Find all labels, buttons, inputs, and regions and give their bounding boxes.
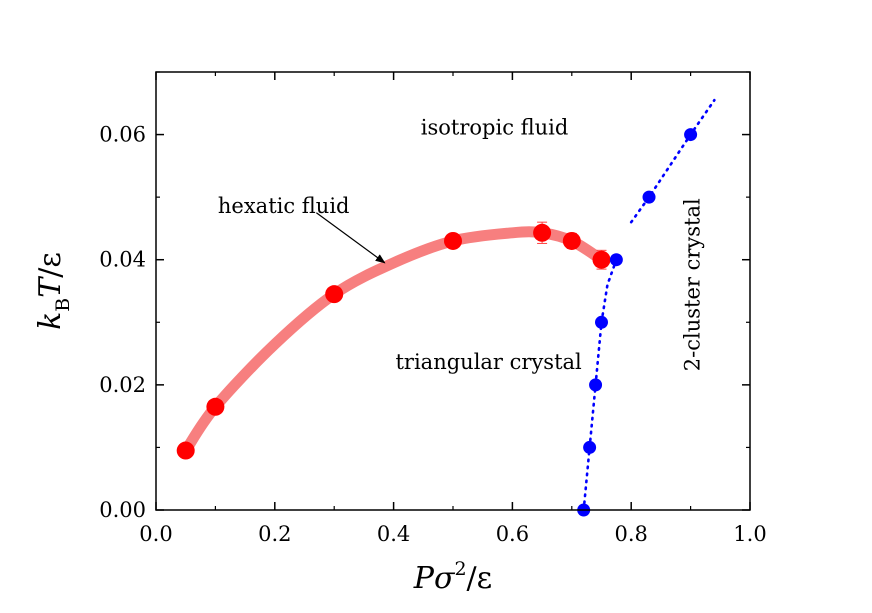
hexatic-arrow — [316, 212, 386, 264]
x-tick-label: 0.4 — [377, 522, 410, 546]
x-tick-label: 0.2 — [258, 522, 291, 546]
x-axis-title-rest: /ε — [467, 561, 493, 596]
points-layer — [176, 128, 698, 517]
annotations-layer: isotropic fluid hexatic fluid triangular c… — [218, 116, 705, 375]
cluster-point-6 — [684, 128, 698, 142]
dotted-boundary-1 — [582, 258, 618, 512]
hexatic-point-3 — [444, 231, 462, 250]
y-axis-title: kBT/ε — [33, 252, 74, 330]
x-axis-title-sup: 2 — [454, 558, 466, 580]
hexatic-point-4 — [533, 223, 552, 242]
hexatic-point-6 — [592, 250, 611, 269]
cluster-point-3 — [595, 315, 608, 329]
y-tick-label: 0.06 — [99, 123, 146, 147]
hexatic-point-2 — [325, 285, 344, 304]
y-axis-title-t: T — [33, 276, 68, 298]
x-axis-ticks: 0.0 0.2 0.4 0.6 0.8 1.0 — [139, 72, 767, 546]
region-label-0: isotropic fluid — [421, 116, 569, 140]
y-axis-title-rest: /ε — [33, 252, 68, 278]
x-tick-label: 1.0 — [733, 522, 766, 546]
y-tick-label: 0.04 — [99, 248, 146, 272]
region-label-2: triangular crystal — [395, 350, 582, 374]
cluster-point-2 — [589, 378, 603, 392]
x-axis-title-main: Pσ — [413, 561, 456, 596]
cluster-point-1 — [583, 440, 597, 454]
y-axis-title-sub: B — [52, 298, 74, 312]
hexatic-point-1 — [206, 397, 225, 416]
x-axis-title: Pσ2/ε — [413, 558, 492, 596]
cluster-point-4 — [609, 253, 623, 267]
y-tick-label: 0.02 — [99, 373, 146, 397]
dotted-boundary-2 — [629, 98, 716, 224]
curves-layer — [180, 98, 716, 512]
x-tick-label: 0.8 — [614, 522, 647, 546]
cluster-point-5 — [642, 190, 656, 204]
y-axis-title-k: k — [33, 312, 68, 330]
y-tick-label: 0.00 — [99, 498, 146, 522]
x-tick-label: 0.6 — [496, 522, 529, 546]
y-axis-ticks: 0.00 0.02 0.04 0.06 — [99, 71, 750, 522]
hexatic-point-0 — [176, 441, 195, 460]
hexatic-point-5 — [562, 231, 581, 250]
region-label-3: 2-cluster crystal — [681, 198, 705, 371]
region-label-1: hexatic fluid — [218, 194, 350, 218]
hexatic-boundary-curve — [180, 226, 607, 457]
x-tick-label: 0.0 — [139, 522, 172, 546]
